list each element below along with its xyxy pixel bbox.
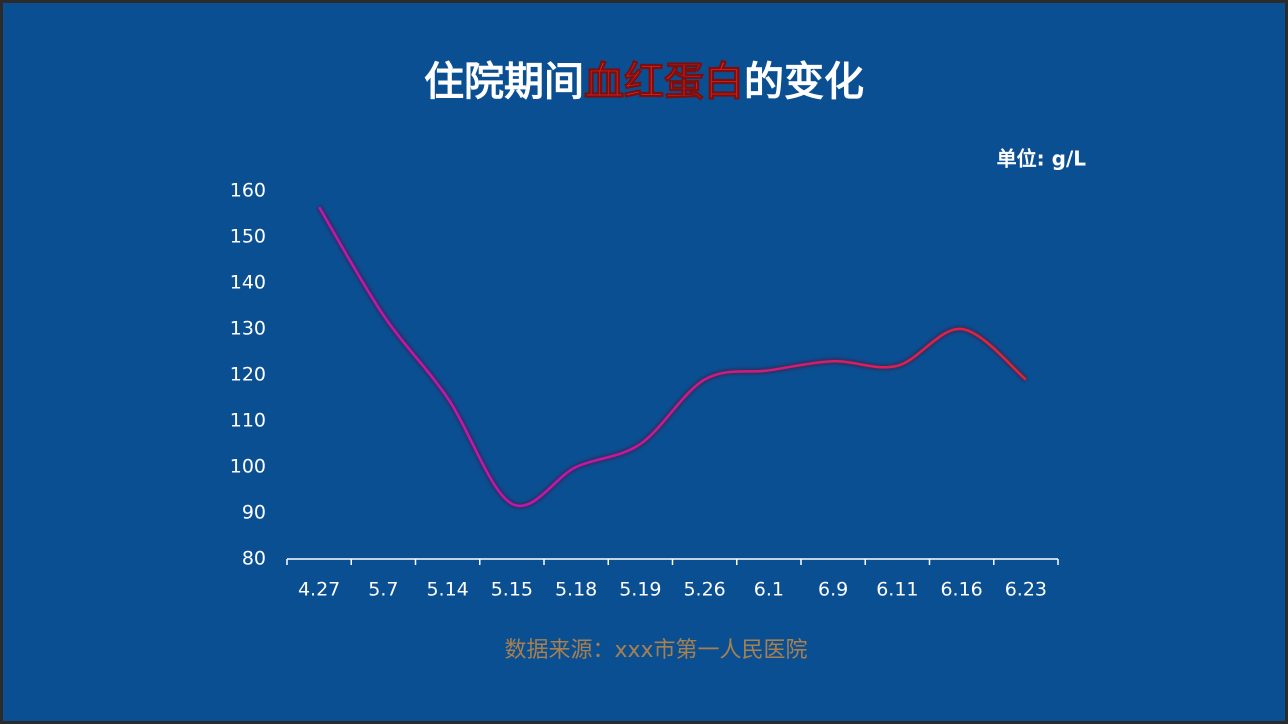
x-tick-label: 5.15 [491, 579, 533, 601]
x-tick-label: 5.19 [619, 579, 661, 601]
y-tick-label: 110 [230, 410, 266, 432]
y-tick-label: 150 [230, 226, 266, 248]
line [318, 206, 1027, 508]
x-tick-label: 4.27 [298, 579, 340, 601]
x-tick-label: 5.7 [368, 579, 398, 601]
y-tick-label: 80 [242, 548, 266, 570]
title-part: 住院期间 [424, 59, 584, 105]
title-highlight: 血红蛋白 [584, 59, 744, 105]
title-part: 的变化 [744, 59, 864, 105]
y-tick-label: 160 [230, 180, 266, 202]
x-tick-label: 5.18 [555, 579, 597, 601]
x-tick-label: 5.26 [683, 579, 725, 601]
y-tick-label: 130 [230, 318, 266, 340]
background [3, 3, 1285, 721]
y-tick-label: 120 [230, 364, 266, 386]
x-tick-label: 6.9 [818, 579, 848, 601]
x-tick-label: 6.23 [1005, 579, 1047, 601]
x-tick-label: 6.1 [754, 579, 784, 601]
x-tick-label: 6.11 [876, 579, 918, 601]
y-tick-label: 100 [230, 456, 266, 478]
unit-label: 单位: g/L [997, 147, 1087, 171]
chart-title: 住院期间血红蛋白的变化 [424, 59, 864, 105]
y-tick-label: 90 [242, 502, 266, 524]
x-tick-label: 6.16 [940, 579, 982, 601]
source-note: 数据来源：xxx市第一人民医院 [504, 638, 807, 663]
x-tick-label: 5.14 [426, 579, 468, 601]
y-tick-label: 140 [230, 272, 266, 294]
